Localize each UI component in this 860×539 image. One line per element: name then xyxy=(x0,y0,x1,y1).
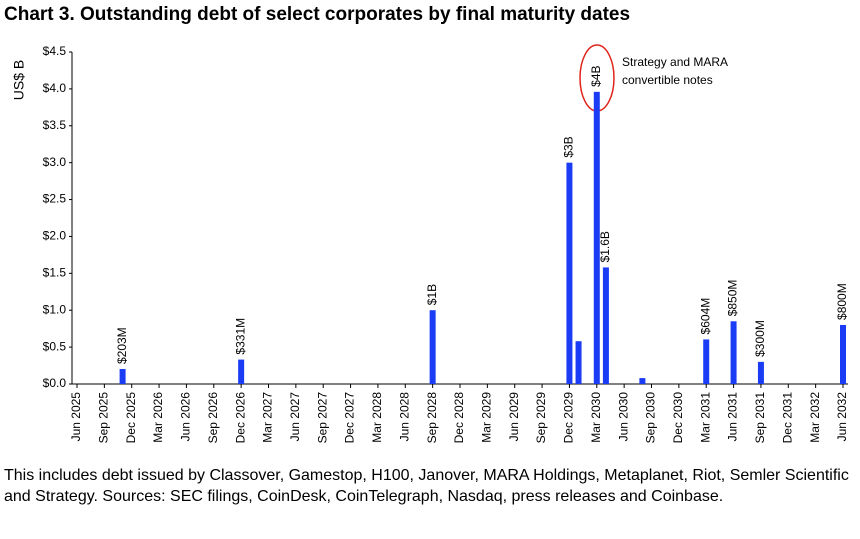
x-tick-label: Sep 2026 xyxy=(206,392,220,444)
x-tick-label: Jun 2032 xyxy=(835,392,849,442)
x-tick-label: Jun 2029 xyxy=(507,392,521,442)
x-tick-label: Sep 2028 xyxy=(425,392,439,444)
x-tick-label: Dec 2030 xyxy=(671,392,685,444)
bar xyxy=(602,267,609,384)
value-label: $1B xyxy=(425,284,439,305)
x-tick-label: Mar 2027 xyxy=(261,392,275,443)
footnote: This includes debt issued by Classover, … xyxy=(4,467,849,505)
annotation: convertible notes xyxy=(622,73,713,87)
value-label: $300M xyxy=(753,320,767,357)
bar xyxy=(593,91,600,384)
bar xyxy=(840,324,846,384)
x-tick-label: Jun 2026 xyxy=(179,392,193,442)
x-tick-label: Jun 2027 xyxy=(288,392,302,442)
bar xyxy=(566,162,573,384)
y-tick-label: $2.0 xyxy=(43,229,67,243)
bar xyxy=(730,321,737,384)
x-tick-label: Dec 2027 xyxy=(343,392,357,444)
y-tick-label: $4.5 xyxy=(43,44,67,58)
chart: Chart 3. Outstanding debt of select corp… xyxy=(4,4,849,444)
value-label: $800M xyxy=(835,283,849,320)
x-tick-label: Sep 2030 xyxy=(644,392,658,444)
value-label: $1.6B xyxy=(598,231,612,262)
bar xyxy=(238,359,245,384)
x-tick-label: Mar 2028 xyxy=(370,392,384,443)
value-label: $331M xyxy=(233,318,247,355)
x-tick-label: Mar 2026 xyxy=(151,392,165,443)
value-label: $3B xyxy=(562,136,576,157)
value-label: $604M xyxy=(698,298,712,335)
value-label: $203M xyxy=(115,327,129,364)
value-label: $850M xyxy=(726,280,740,317)
x-tick-label: Jun 2028 xyxy=(397,392,411,442)
x-tick-label: Jun 2031 xyxy=(726,392,740,442)
bar xyxy=(703,339,710,384)
y-tick-label: $3.0 xyxy=(43,155,67,169)
x-tick-label: Dec 2026 xyxy=(233,392,247,444)
x-tick-label: Sep 2029 xyxy=(534,392,548,444)
y-tick-label: $2.5 xyxy=(43,192,67,206)
chart-title: Chart 3. Outstanding debt of select corp… xyxy=(4,4,630,25)
bar xyxy=(429,310,436,384)
x-tick-label: Jun 2025 xyxy=(69,392,83,442)
y-tick-label: $4.0 xyxy=(43,81,67,95)
y-tick-label: $0.5 xyxy=(43,339,67,353)
bar xyxy=(639,378,646,384)
x-tick-label: Dec 2025 xyxy=(124,392,138,444)
y-tick-label: $1.0 xyxy=(43,302,67,316)
x-tick-label: Dec 2031 xyxy=(780,392,794,444)
bar xyxy=(575,341,582,384)
x-tick-label: Dec 2028 xyxy=(452,392,466,444)
bar xyxy=(119,369,126,384)
x-tick-label: Mar 2030 xyxy=(589,392,603,443)
y-tick-label: $0.0 xyxy=(43,376,67,390)
x-tick-label: Mar 2029 xyxy=(480,392,494,443)
x-tick-label: Mar 2031 xyxy=(698,392,712,443)
y-tick-label: $3.5 xyxy=(43,118,67,132)
x-tick-label: Sep 2027 xyxy=(315,392,329,444)
x-tick-label: Jun 2030 xyxy=(616,392,630,442)
x-tick-label: Dec 2029 xyxy=(562,392,576,444)
y-axis-label: US$ B xyxy=(11,60,27,100)
x-tick-label: Sep 2025 xyxy=(97,392,111,444)
annotation: Strategy and MARA xyxy=(622,55,728,69)
x-tick-label: Mar 2032 xyxy=(808,392,822,443)
y-tick-label: $1.5 xyxy=(43,266,67,280)
value-label: $4B xyxy=(589,65,603,86)
x-tick-label: Sep 2031 xyxy=(753,392,767,444)
bar xyxy=(757,361,764,384)
